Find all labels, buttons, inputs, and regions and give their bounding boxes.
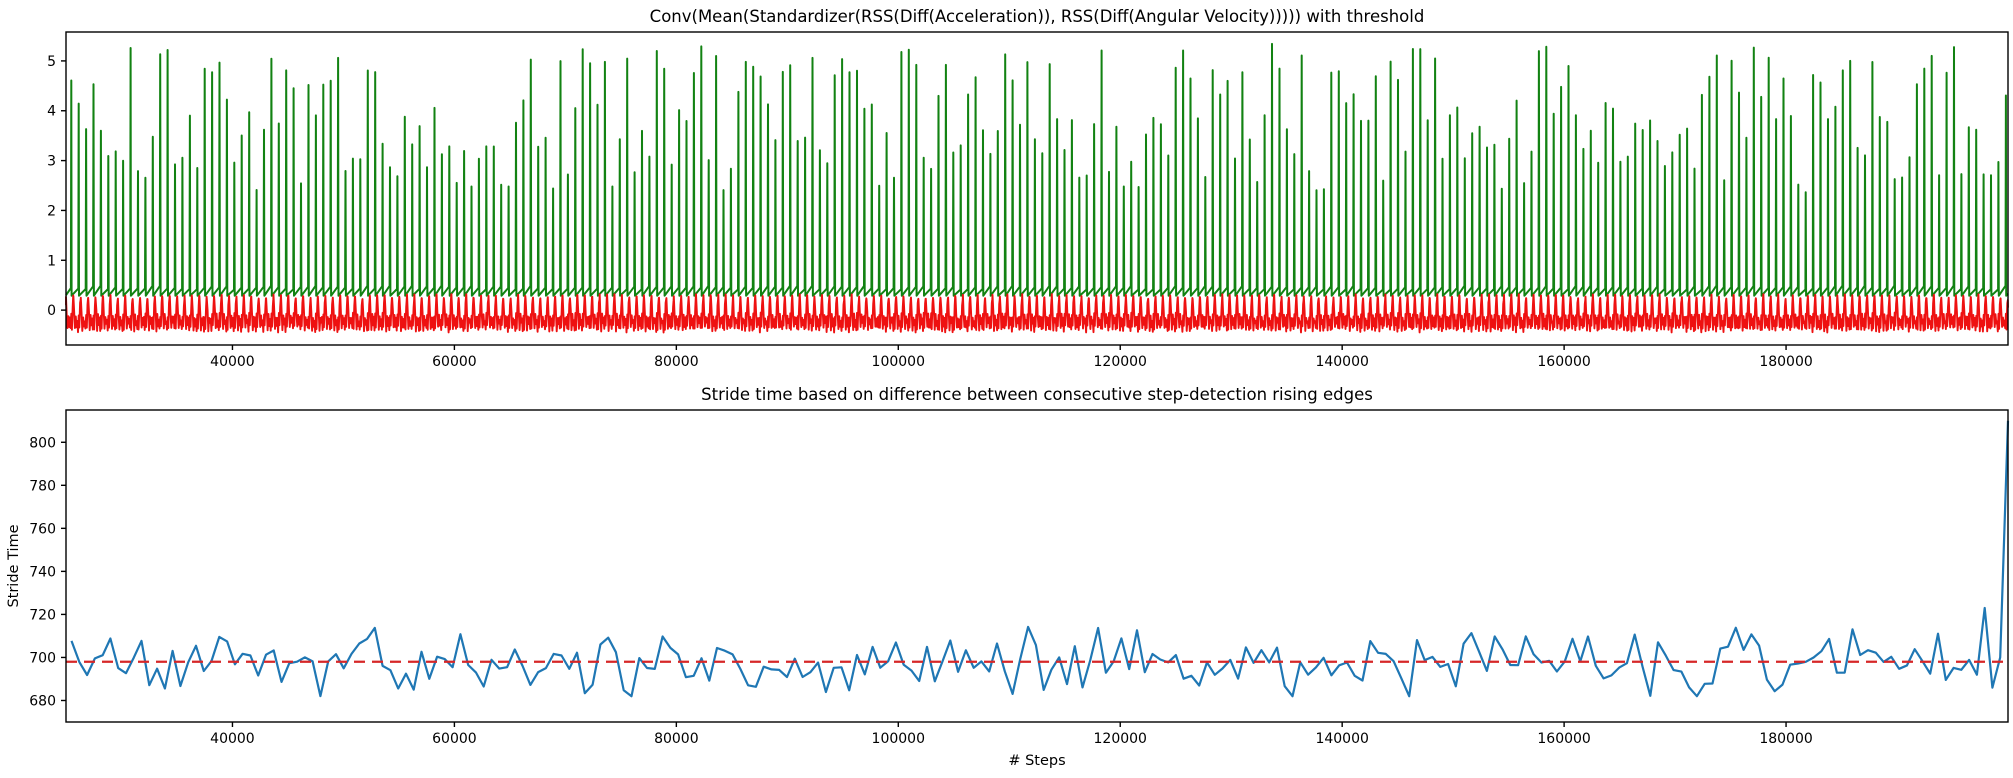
chart-conv-series xyxy=(65,42,2009,334)
y-tick-label: 5 xyxy=(47,54,56,70)
y-tick-label: 720 xyxy=(29,607,56,623)
x-tick-label: 180000 xyxy=(1759,731,1812,747)
chart-stride-y-axis-ticks: 680 700 720 740 760 780 800 xyxy=(29,435,66,709)
x-tick-label: 160000 xyxy=(1537,354,1590,370)
x-tick-label: 160000 xyxy=(1537,731,1590,747)
chart-conv-axes-border xyxy=(65,31,2009,346)
chart-stride-title: Stride time based on difference between … xyxy=(701,385,1373,404)
y-tick-label: 4 xyxy=(47,104,56,120)
chart-stride-axes-border xyxy=(65,409,2009,723)
chart-stride-x-axis-ticks: 40000 60000 80000 100000 120000 140000 160000 1… xyxy=(210,722,1813,747)
stride-time xyxy=(70,420,2010,698)
chart-conv-x-axis-ticks: 40000 60000 80000 100000 120000 140000 160000 1… xyxy=(210,345,1813,370)
chart-stride-series xyxy=(66,420,2010,698)
conv-signal-above-threshold xyxy=(65,42,2009,297)
y-tick-label: 800 xyxy=(29,435,56,451)
y-tick-label: 680 xyxy=(29,693,56,709)
x-tick-label: 80000 xyxy=(654,731,699,747)
x-tick-label: 80000 xyxy=(654,354,699,370)
chart-stride-xlabel: # Steps xyxy=(1008,753,1065,769)
x-tick-label: 60000 xyxy=(432,731,477,747)
y-tick-label: 700 xyxy=(29,650,56,666)
y-tick-label: 3 xyxy=(47,154,56,170)
x-tick-label: 40000 xyxy=(210,731,255,747)
chart-stride-ylabel: Stride Time xyxy=(6,524,22,607)
x-tick-label: 140000 xyxy=(1315,354,1368,370)
chart-conv-y-axis-ticks: 0 1 2 3 4 5 xyxy=(47,54,66,319)
x-tick-label: 140000 xyxy=(1315,731,1368,747)
y-tick-label: 0 xyxy=(47,303,56,319)
y-tick-label: 740 xyxy=(29,564,56,580)
y-tick-label: 760 xyxy=(29,521,56,537)
x-tick-label: 120000 xyxy=(1094,731,1147,747)
y-tick-label: 1 xyxy=(47,253,56,269)
x-tick-label: 100000 xyxy=(872,731,925,747)
chart-stride-time: Stride time based on difference between … xyxy=(6,385,2010,769)
y-tick-label: 2 xyxy=(47,203,56,219)
x-tick-label: 100000 xyxy=(872,354,925,370)
y-tick-label: 780 xyxy=(29,478,56,494)
x-tick-label: 120000 xyxy=(1094,354,1147,370)
conv-signal-below-threshold xyxy=(65,293,2009,334)
chart-conv-threshold: Conv(Mean(Standardizer(RSS(Diff(Accelera… xyxy=(47,7,2009,370)
x-tick-label: 40000 xyxy=(210,354,255,370)
chart-conv-title: Conv(Mean(Standardizer(RSS(Diff(Accelera… xyxy=(650,7,1425,26)
x-tick-label: 60000 xyxy=(432,354,477,370)
x-tick-label: 180000 xyxy=(1759,354,1812,370)
